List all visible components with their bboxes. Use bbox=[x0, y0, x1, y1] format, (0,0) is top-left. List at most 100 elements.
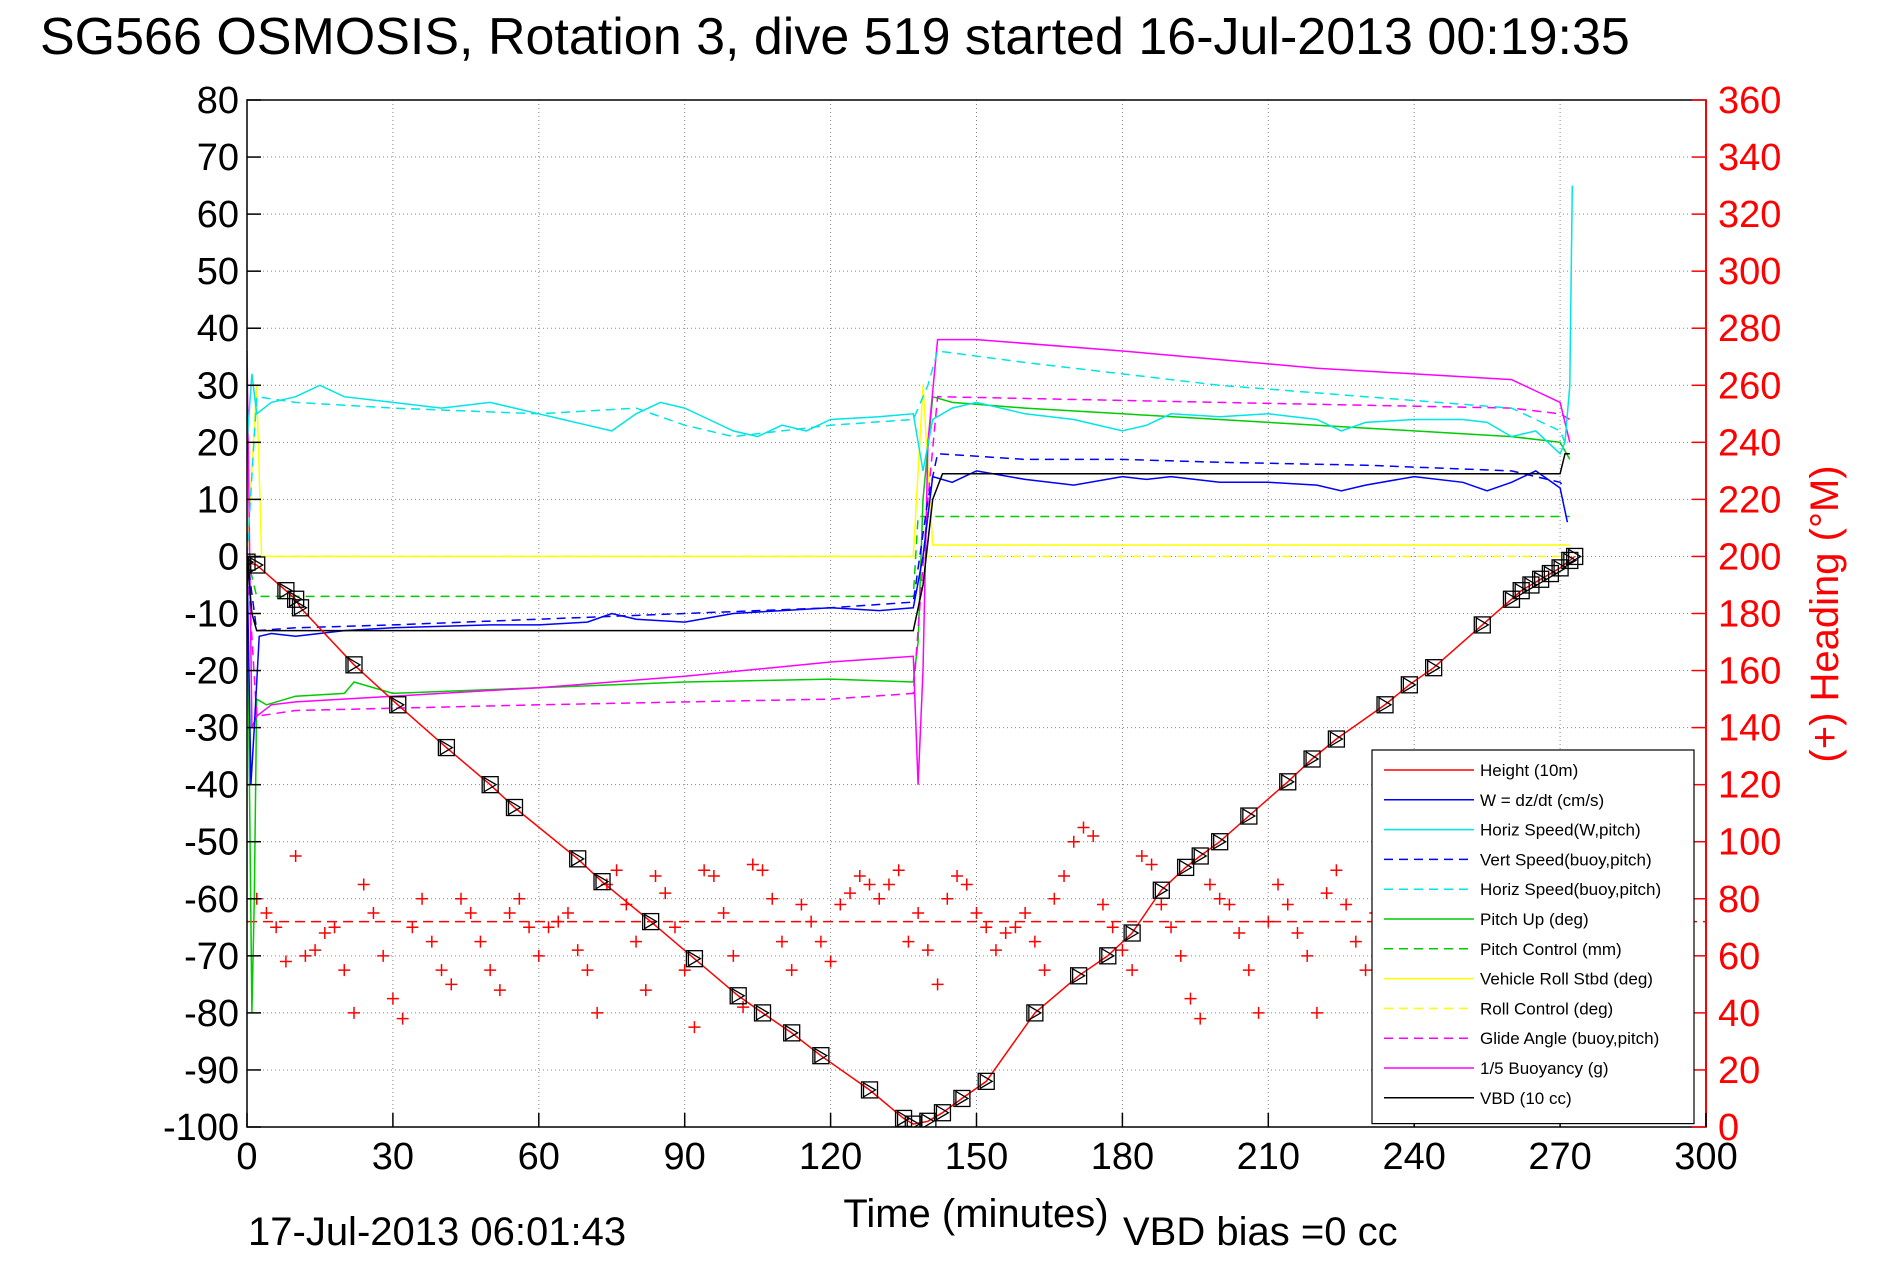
height-marker-triangle bbox=[755, 1004, 770, 1022]
heading-point bbox=[1077, 821, 1090, 834]
heading-point bbox=[1019, 907, 1032, 920]
heading-point bbox=[824, 955, 837, 968]
x-tick-label: 60 bbox=[518, 1136, 560, 1178]
height-marker bbox=[1099, 947, 1117, 965]
heading-point bbox=[1203, 878, 1216, 891]
legend-label-w-dz-dt-cm-s: W = dz/dt (cm/s) bbox=[1480, 791, 1604, 810]
series-horiz-speed-buoy-pitch bbox=[247, 350, 1566, 557]
height-marker-triangle bbox=[1305, 750, 1320, 768]
heading-point bbox=[1184, 992, 1197, 1005]
height-marker-triangle bbox=[1281, 773, 1296, 790]
heading-point bbox=[921, 944, 934, 957]
x-tick-label: 120 bbox=[799, 1136, 862, 1178]
y-right-tick-label: 60 bbox=[1718, 936, 1760, 978]
height-marker-triangle bbox=[1504, 591, 1519, 608]
y-tick-label: 30 bbox=[197, 365, 239, 407]
heading-point bbox=[318, 927, 331, 940]
height-marker-triangle bbox=[644, 913, 658, 930]
height-marker bbox=[753, 1004, 772, 1022]
height-marker bbox=[1069, 967, 1088, 985]
height-marker bbox=[1123, 924, 1141, 942]
height-marker-triangle bbox=[731, 987, 746, 1004]
heading-point bbox=[834, 898, 847, 911]
heading-point bbox=[581, 964, 594, 977]
heading-point bbox=[1135, 849, 1148, 862]
height-marker bbox=[1425, 659, 1443, 677]
height-marker-triangle bbox=[1154, 882, 1169, 899]
series-glide-angle-buoy-pitch bbox=[247, 395, 1571, 718]
height-marker bbox=[1026, 1004, 1044, 1022]
height-marker bbox=[1211, 833, 1229, 851]
heading-point bbox=[980, 921, 993, 934]
height-marker-triangle bbox=[1071, 967, 1086, 984]
y-tick-label: -10 bbox=[184, 594, 239, 636]
y-right-tick-label: 80 bbox=[1718, 879, 1760, 921]
heading-point bbox=[746, 858, 759, 871]
y-tick-label: 0 bbox=[218, 536, 239, 578]
heading-point bbox=[425, 935, 438, 948]
x-axis-label: Time (minutes) bbox=[843, 1192, 1108, 1236]
x-tick-label: 270 bbox=[1528, 1136, 1591, 1178]
y-right-tick-label: 40 bbox=[1718, 993, 1760, 1035]
legend-label-pitch-up-deg: Pitch Up (deg) bbox=[1480, 910, 1589, 929]
vbd-bias-label: VBD bias =0 cc bbox=[1123, 1210, 1398, 1254]
heading-point bbox=[1310, 1006, 1323, 1019]
heading-point bbox=[1340, 898, 1353, 911]
height-marker-triangle bbox=[1125, 924, 1140, 942]
legend-label-1-5-buoyancy-g: 1/5 Buoyancy (g) bbox=[1480, 1059, 1609, 1078]
heading-point bbox=[1067, 835, 1080, 848]
heading-point bbox=[1242, 964, 1255, 977]
heading-point bbox=[386, 992, 399, 1005]
x-tick-label: 30 bbox=[372, 1136, 414, 1178]
heading-point bbox=[464, 907, 477, 920]
y-right-tick-label: 340 bbox=[1718, 137, 1781, 179]
heading-point bbox=[698, 864, 711, 877]
series-height-10m bbox=[247, 555, 1576, 1125]
x-tick-label: 210 bbox=[1237, 1136, 1300, 1178]
y-right-tick-label: 220 bbox=[1718, 479, 1781, 521]
x-tick-label: 90 bbox=[664, 1136, 706, 1178]
height-marker-triangle bbox=[571, 850, 585, 867]
height-marker-triangle bbox=[1178, 859, 1193, 876]
heading-point bbox=[999, 927, 1012, 940]
height-marker-triangle bbox=[1213, 833, 1227, 850]
y-right-tick-label: 320 bbox=[1718, 194, 1781, 236]
height-marker bbox=[729, 987, 747, 1005]
right-axis-label: (+) Heading (°M) bbox=[1803, 465, 1847, 762]
heading-point bbox=[844, 887, 857, 900]
heading-point bbox=[1330, 864, 1343, 877]
heading-point bbox=[1038, 964, 1051, 977]
height-marker-triangle bbox=[293, 599, 308, 616]
y-right-tick-label: 140 bbox=[1718, 708, 1781, 750]
heading-point bbox=[1155, 898, 1168, 911]
height-marker bbox=[783, 1024, 801, 1042]
legend-label-pitch-control-mm: Pitch Control (mm) bbox=[1480, 940, 1622, 959]
height-marker bbox=[481, 776, 499, 794]
height-marker-triangle bbox=[1543, 565, 1558, 582]
heading-point bbox=[873, 892, 886, 905]
heading-point bbox=[1301, 949, 1314, 962]
x-tick-label: 300 bbox=[1674, 1136, 1737, 1178]
height-marker-triangle bbox=[1329, 730, 1344, 748]
heading-point bbox=[1145, 858, 1158, 871]
height-marker bbox=[593, 873, 611, 891]
heading-point bbox=[377, 949, 390, 962]
height-marker bbox=[1240, 807, 1258, 825]
heading-point bbox=[552, 915, 565, 928]
height-marker bbox=[247, 553, 256, 571]
heading-point bbox=[1233, 927, 1246, 940]
height-marker bbox=[1327, 730, 1346, 748]
chart-title: SG566 OSMOSIS, Rotation 3, dive 519 star… bbox=[40, 8, 1630, 66]
height-marker bbox=[685, 950, 704, 968]
height-marker-triangle bbox=[439, 739, 454, 756]
heading-point bbox=[1320, 887, 1333, 900]
heading-point bbox=[892, 864, 905, 877]
height-marker-triangle bbox=[595, 873, 610, 890]
legend-label-horiz-speed-buoy-pitch: Horiz Speed(buoy,pitch) bbox=[1480, 880, 1661, 899]
heading-point bbox=[1194, 1012, 1207, 1025]
heading-point bbox=[503, 907, 516, 920]
heading-point bbox=[1272, 878, 1285, 891]
heading-point bbox=[853, 869, 866, 882]
height-marker bbox=[1191, 847, 1209, 865]
height-marker bbox=[933, 1104, 952, 1122]
